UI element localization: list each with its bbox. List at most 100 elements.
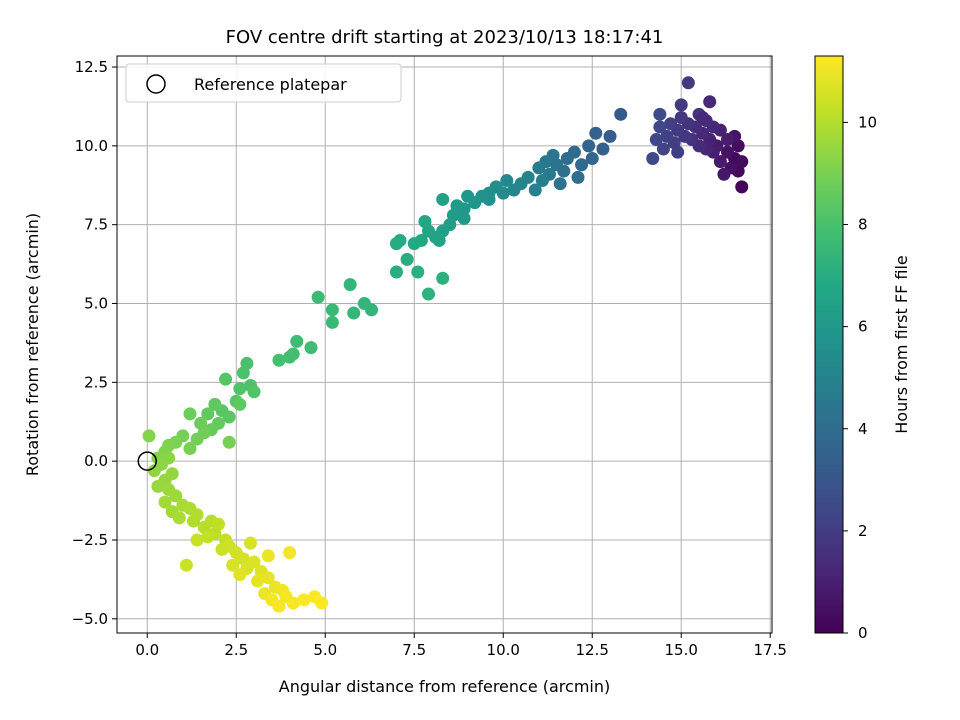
data-point bbox=[713, 155, 727, 169]
data-point bbox=[347, 306, 361, 320]
colorbar bbox=[814, 55, 844, 634]
y-tick-label: 10.0 bbox=[75, 137, 108, 155]
data-point bbox=[696, 110, 710, 124]
chart-title: FOV centre drift starting at 2023/10/13 … bbox=[226, 27, 664, 48]
data-point bbox=[674, 98, 688, 112]
data-point bbox=[436, 192, 450, 206]
data-point bbox=[582, 139, 596, 153]
data-point bbox=[236, 366, 250, 380]
data-point bbox=[304, 341, 318, 355]
data-point bbox=[183, 407, 197, 421]
data-point bbox=[233, 568, 247, 582]
data-point bbox=[457, 211, 471, 225]
data-point bbox=[183, 442, 197, 456]
data-point bbox=[500, 174, 514, 188]
data-point bbox=[261, 571, 275, 585]
data-point bbox=[528, 183, 542, 197]
x-tick-label: 15.0 bbox=[665, 641, 698, 659]
data-point bbox=[482, 192, 496, 206]
data-point bbox=[243, 536, 257, 550]
plot-frame bbox=[116, 55, 773, 634]
data-point bbox=[649, 133, 663, 147]
legend-entry-label: Reference platepar bbox=[194, 75, 347, 94]
x-tick-label: 2.5 bbox=[224, 641, 248, 659]
data-point bbox=[585, 151, 599, 165]
data-point bbox=[247, 555, 261, 569]
data-point bbox=[575, 158, 589, 172]
data-point bbox=[553, 177, 567, 191]
data-point bbox=[172, 511, 186, 525]
y-tick-label: 0.0 bbox=[84, 452, 108, 470]
data-point bbox=[142, 429, 156, 443]
data-point bbox=[721, 145, 735, 159]
colorbar-tick-label: 6 bbox=[858, 318, 868, 336]
data-point bbox=[614, 107, 628, 121]
legend-box bbox=[125, 63, 402, 103]
data-points bbox=[142, 76, 749, 613]
data-point bbox=[507, 183, 521, 197]
data-point bbox=[411, 265, 425, 279]
x-tick-label: 17.5 bbox=[754, 641, 787, 659]
data-point bbox=[589, 126, 603, 140]
data-point bbox=[226, 558, 240, 572]
legend-marker-open-circle bbox=[146, 74, 166, 94]
data-point bbox=[211, 517, 225, 531]
data-point bbox=[735, 155, 749, 169]
colorbar-tick-label: 10 bbox=[858, 113, 877, 131]
data-point bbox=[297, 593, 311, 607]
data-point bbox=[201, 407, 215, 421]
data-point bbox=[603, 129, 617, 143]
data-point bbox=[219, 372, 233, 386]
data-point bbox=[532, 161, 546, 175]
y-tick-label: 7.5 bbox=[84, 216, 108, 234]
data-point bbox=[251, 574, 265, 588]
colorbar-ticks: 0 2 4 6 8 10 bbox=[843, 113, 877, 642]
data-point bbox=[671, 145, 685, 159]
data-point bbox=[703, 95, 717, 109]
data-point bbox=[208, 397, 222, 411]
reference-platepar-marker bbox=[137, 451, 158, 471]
data-point bbox=[190, 508, 204, 522]
colorbar-tick-label: 0 bbox=[858, 624, 868, 642]
data-point bbox=[571, 170, 585, 184]
y-tick-label: 2.5 bbox=[84, 373, 108, 391]
y-axis-label: Rotation from reference (arcmin) bbox=[23, 213, 42, 476]
data-point bbox=[215, 542, 229, 556]
data-point bbox=[311, 290, 325, 304]
data-point bbox=[432, 233, 446, 247]
x-axis-ticks: 0.0 2.5 5.0 7.5 10.0 12.5 15.0 17.5 bbox=[135, 633, 787, 659]
data-point bbox=[272, 599, 286, 613]
data-point bbox=[721, 133, 735, 147]
data-point bbox=[179, 558, 193, 572]
data-point bbox=[560, 151, 574, 165]
data-point bbox=[436, 271, 450, 285]
data-point bbox=[461, 189, 475, 203]
data-point bbox=[717, 167, 731, 181]
colorbar-tick-label: 4 bbox=[858, 420, 868, 438]
data-point bbox=[283, 546, 297, 560]
data-point bbox=[656, 142, 670, 156]
data-point bbox=[272, 353, 286, 367]
data-point bbox=[653, 120, 667, 134]
x-tick-label: 0.0 bbox=[135, 641, 159, 659]
data-point bbox=[222, 410, 236, 424]
data-point bbox=[247, 385, 261, 399]
x-tick-label: 12.5 bbox=[576, 641, 609, 659]
data-point bbox=[389, 237, 403, 251]
x-axis-label: Angular distance from reference (arcmin) bbox=[279, 677, 610, 696]
data-point bbox=[407, 237, 421, 251]
data-point bbox=[325, 315, 339, 329]
data-point bbox=[169, 489, 183, 503]
colorbar-tick-label: 2 bbox=[858, 522, 868, 540]
data-point bbox=[261, 549, 275, 563]
x-tick-label: 5.0 bbox=[313, 641, 337, 659]
colorbar-label: Hours from first FF file bbox=[892, 255, 911, 434]
data-point bbox=[147, 464, 161, 478]
data-point bbox=[315, 596, 329, 610]
data-point bbox=[286, 596, 300, 610]
data-point bbox=[653, 107, 667, 121]
data-point bbox=[400, 252, 414, 266]
data-point bbox=[596, 142, 610, 156]
data-point bbox=[674, 110, 688, 124]
data-point bbox=[325, 303, 339, 317]
